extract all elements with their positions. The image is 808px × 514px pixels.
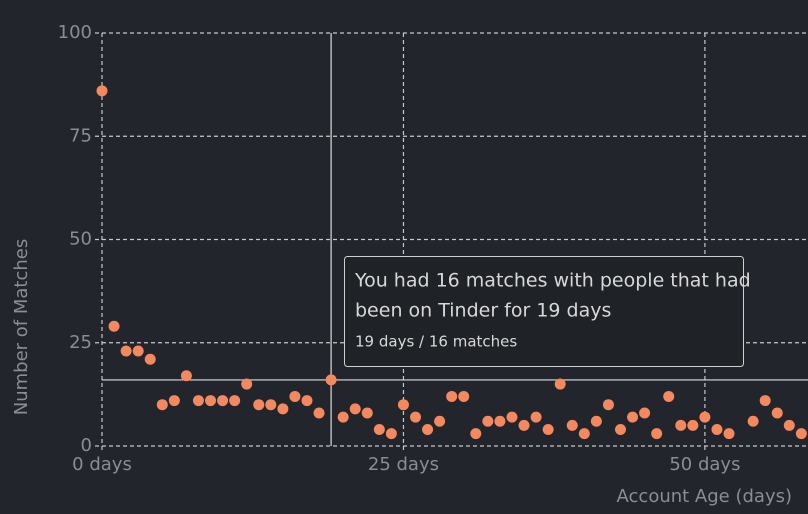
point <box>410 411 422 423</box>
y-tick-label: 25 <box>69 332 92 353</box>
y-tick-label: 100 <box>58 22 92 43</box>
tooltip-box <box>344 256 744 367</box>
point <box>397 399 409 411</box>
point <box>192 395 204 407</box>
y-axis-label: Number of Matches <box>11 239 32 415</box>
point <box>554 378 566 390</box>
point <box>120 345 132 357</box>
point <box>470 428 482 440</box>
point <box>602 399 614 411</box>
point <box>205 395 217 407</box>
tooltip: You had 16 matches with people that had b… <box>344 256 751 367</box>
point <box>108 320 120 332</box>
point <box>446 390 458 402</box>
point <box>795 428 807 440</box>
point <box>325 374 337 386</box>
point <box>156 399 168 411</box>
point <box>144 353 156 365</box>
point <box>711 423 723 435</box>
x-tick-label: 50 days <box>669 454 740 475</box>
tooltip-text: been on Tinder for 19 days <box>355 300 611 322</box>
point <box>651 428 663 440</box>
point <box>458 390 470 402</box>
point <box>422 423 434 435</box>
point <box>627 411 639 423</box>
point <box>663 390 675 402</box>
x-tick-label: 25 days <box>368 454 439 475</box>
point <box>542 423 554 435</box>
y-tick-label: 75 <box>69 125 92 146</box>
point <box>759 395 771 407</box>
y-tick-label: 50 <box>69 229 92 250</box>
point <box>168 395 180 407</box>
point <box>301 395 313 407</box>
point <box>277 403 289 415</box>
point <box>675 419 687 431</box>
point <box>132 345 144 357</box>
point <box>494 415 506 427</box>
y-tick-label: 0 <box>81 435 92 456</box>
point <box>578 428 590 440</box>
point <box>289 390 301 402</box>
point <box>687 419 699 431</box>
point <box>229 395 241 407</box>
point <box>530 411 542 423</box>
point <box>180 370 192 382</box>
point <box>253 399 265 411</box>
point <box>699 411 711 423</box>
point <box>385 428 397 440</box>
tooltip-detail: 19 days / 16 matches <box>355 333 517 351</box>
point <box>361 407 373 419</box>
point <box>723 428 735 440</box>
point <box>590 415 602 427</box>
x-tick-label: 0 days <box>72 454 132 475</box>
tooltip-text: You had 16 matches with people that had <box>354 270 751 292</box>
point <box>639 407 651 419</box>
point <box>217 395 229 407</box>
point <box>614 423 626 435</box>
point <box>566 419 578 431</box>
point <box>783 419 795 431</box>
point <box>349 403 361 415</box>
x-axis-label: Account Age (days) <box>617 486 792 507</box>
point <box>96 85 108 97</box>
point <box>265 399 277 411</box>
point <box>373 423 385 435</box>
point <box>241 378 253 390</box>
point <box>518 419 530 431</box>
point <box>434 415 446 427</box>
point <box>313 407 325 419</box>
point <box>482 415 494 427</box>
point <box>506 411 518 423</box>
point <box>771 407 783 419</box>
point <box>747 415 759 427</box>
point <box>337 411 349 423</box>
